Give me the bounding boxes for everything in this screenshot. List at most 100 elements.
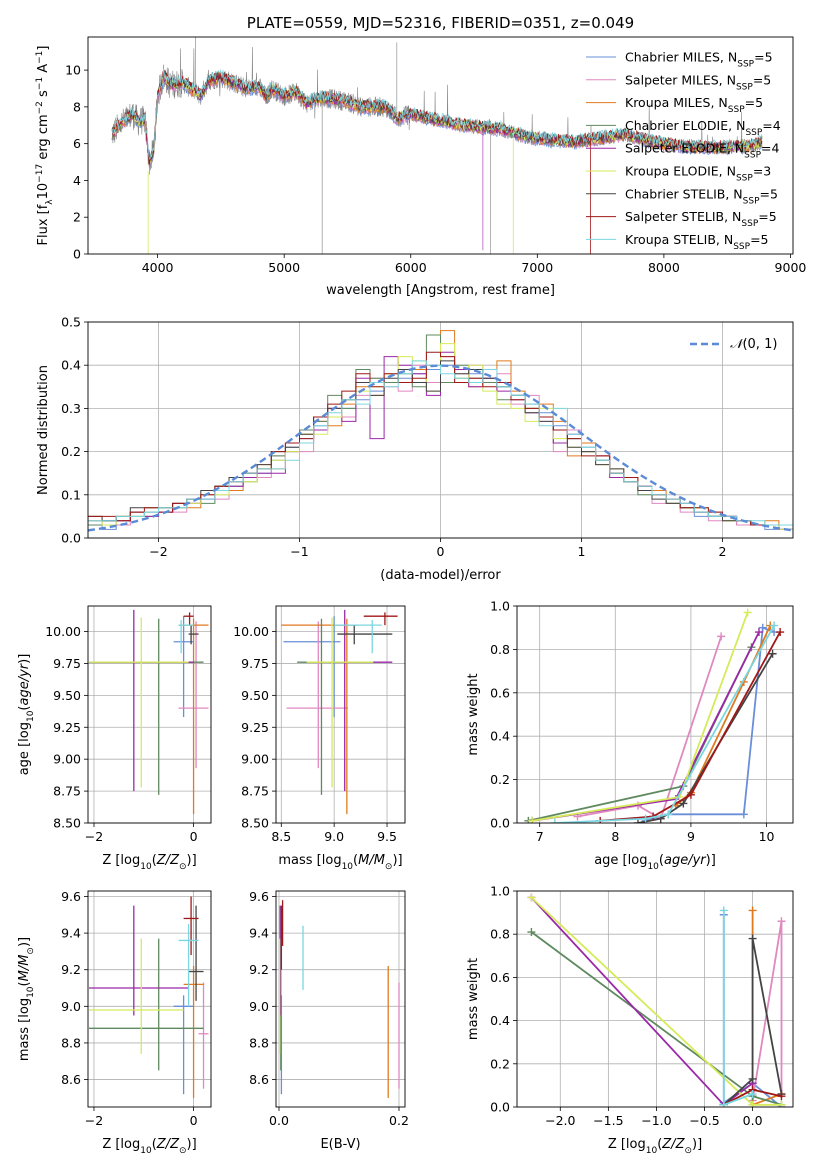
y-tick-label: 8.6	[61, 1072, 81, 1087]
x-tick-label: −1.0	[641, 1113, 671, 1128]
panel-spectrum: 4000 5000 6000 7000 8000 9000 0 2 4 6 8 10	[65, 36, 806, 275]
text-segment: )]	[187, 853, 197, 868]
text-segment: =3	[753, 164, 771, 179]
x-tick-label: 2	[719, 544, 727, 559]
data-marker	[717, 632, 726, 641]
data-marker	[743, 608, 752, 617]
normal-curve	[88, 364, 793, 532]
x-tick-label: −1.5	[593, 1113, 623, 1128]
plot-area	[524, 608, 785, 823]
y-tick-label: 8.6	[249, 1072, 269, 1087]
legend-label: Salpeter ELODIE, NSSP=4	[625, 141, 780, 161]
y-tick-label: 0.2	[490, 1056, 510, 1071]
text-segment: M/M	[17, 955, 32, 982]
text-segment: Chabrier ELODIE, N	[625, 118, 745, 133]
y-tick-label: 6	[73, 136, 81, 151]
text-segment: Chabrier MILES, N	[625, 50, 737, 65]
x-tick-label: 7000	[521, 260, 553, 275]
data-marker	[777, 917, 786, 926]
y-tick-label: 0.2	[61, 444, 81, 459]
data-marker	[686, 790, 695, 799]
text-segment: age/yr	[664, 853, 707, 868]
y-tick-label: 9.4	[61, 926, 81, 941]
x-tick-label: 9.5	[377, 829, 397, 844]
panel-age_vs_mass: 8.5 9.0 9.5 8.50 8.75 9.00 9.25 9.50 9.75 10.00	[233, 605, 406, 844]
x-tick-label: −1	[290, 544, 308, 559]
y-tick-label: 9.4	[249, 926, 269, 941]
data-marker	[739, 810, 748, 819]
y-axis-label: age [log10(age/yr)]	[17, 654, 36, 776]
y-tick-label: 9.50	[53, 688, 81, 703]
x-tick-label: 7	[536, 829, 544, 844]
text-segment: SSP	[743, 196, 760, 206]
text-segment: age/yr	[17, 662, 32, 705]
data-marker	[777, 1100, 786, 1107]
panel-mass_vs_Z: −2 0 8.6 8.8 9.0 9.2 9.4 9.6	[61, 889, 212, 1128]
y-tick-label: 9.0	[61, 999, 81, 1014]
axes-frame	[516, 605, 794, 824]
x-tick-label: 4000	[142, 260, 174, 275]
text-segment: =4	[761, 141, 779, 156]
y-tick-label: 0.6	[490, 970, 510, 985]
x-tick-label: 0	[190, 1113, 198, 1128]
x-tick-label: 9.0	[324, 829, 344, 844]
legend-label: Kroupa STELIB, NSSP=5	[625, 232, 769, 252]
panel-age_vs_Z: −2 0 8.50 8.75 9.00 9.25 9.50 9.75 10.00	[45, 605, 212, 844]
text-segment: 10	[26, 986, 36, 998]
series-line	[554, 625, 775, 823]
text-segment: age [log	[594, 853, 647, 868]
data-marker	[641, 814, 650, 823]
text-segment: (	[17, 981, 32, 986]
text-segment: (0, 1)	[742, 337, 777, 352]
text-segment: Z [log	[608, 1137, 646, 1152]
text-segment: =5	[760, 186, 778, 201]
y-tick-label: 0.3	[61, 401, 81, 416]
axes-frame	[87, 36, 794, 255]
data-marker	[776, 628, 785, 637]
text-segment: =5	[754, 50, 772, 65]
plot-area	[527, 893, 786, 1107]
text-segment: Chabrier STELIB, N	[625, 186, 743, 201]
data-marker	[527, 928, 536, 937]
text-segment: =5	[758, 209, 776, 224]
axes-frame	[275, 890, 406, 1108]
y-tick-label: 9.50	[241, 688, 269, 703]
legend-label: Salpeter MILES, NSSP=5	[625, 72, 771, 92]
y-tick-label: 9.6	[61, 889, 81, 904]
x-axis-label: wavelength [Angstrom, rest frame]	[326, 283, 555, 298]
x-tick-label: 0	[190, 829, 198, 844]
x-tick-label: 5000	[268, 260, 300, 275]
text-segment: )]	[17, 654, 32, 664]
data-marker	[748, 1090, 757, 1099]
text-segment: λ	[45, 199, 55, 205]
legend-label: Salpeter STELIB, NSSP=5	[625, 209, 777, 229]
x-tick-label: 10	[759, 829, 775, 844]
text-segment: SSP	[728, 105, 745, 115]
x-tick-label: 8000	[648, 260, 680, 275]
histogram-step	[88, 360, 793, 538]
y-axis-label: mass [log10(M/M⊙)]	[17, 937, 36, 1061]
panel-residuals: −2 −1 0 1 2 0.0 0.1 0.2 0.3 0.4 0.5	[61, 315, 794, 559]
legend-label: Chabrier ELODIE, NSSP=4	[625, 118, 781, 138]
text-segment: ]	[36, 46, 51, 51]
text-segment: )]	[706, 853, 716, 868]
x-axis-label: E(B-V)	[320, 1137, 360, 1152]
y-tick-label: 0	[73, 247, 81, 262]
y-tick-label: 9.00	[241, 752, 269, 767]
text-segment: 10	[647, 862, 659, 872]
legend-label: Chabrier STELIB, NSSP=5	[625, 186, 778, 206]
text-segment: )]	[392, 853, 402, 868]
y-tick-label: 8	[73, 99, 81, 114]
text-segment: Kroupa ELODIE, N	[625, 164, 736, 179]
axes-frame	[516, 890, 794, 1108]
text-segment: ⊙	[179, 1146, 187, 1156]
x-axis-label: age [log10(age/yr)]	[594, 853, 716, 872]
data-marker	[679, 799, 688, 808]
text-segment: 10	[26, 710, 36, 722]
y-tick-label: 0.4	[490, 1013, 510, 1028]
data-marker	[748, 934, 757, 943]
data-marker	[748, 1100, 757, 1107]
text-segment: Salpeter MILES, N	[625, 72, 736, 87]
